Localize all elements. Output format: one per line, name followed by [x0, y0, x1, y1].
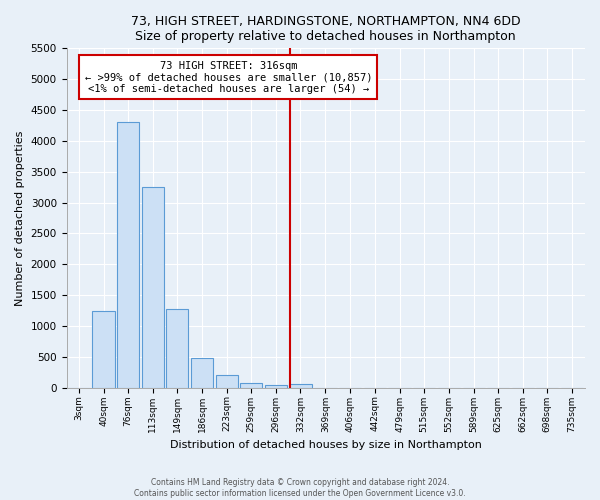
- X-axis label: Distribution of detached houses by size in Northampton: Distribution of detached houses by size …: [170, 440, 482, 450]
- Bar: [191, 358, 213, 388]
- Bar: [289, 384, 311, 388]
- Bar: [216, 374, 238, 388]
- Bar: [166, 310, 188, 388]
- Bar: [240, 383, 262, 388]
- Bar: [265, 384, 287, 388]
- Bar: [117, 122, 139, 388]
- Bar: [92, 310, 115, 388]
- Y-axis label: Number of detached properties: Number of detached properties: [15, 130, 25, 306]
- Title: 73, HIGH STREET, HARDINGSTONE, NORTHAMPTON, NN4 6DD
Size of property relative to: 73, HIGH STREET, HARDINGSTONE, NORTHAMPT…: [131, 15, 521, 43]
- Bar: [142, 187, 164, 388]
- Text: 73 HIGH STREET: 316sqm
← >99% of detached houses are smaller (10,857)
<1% of sem: 73 HIGH STREET: 316sqm ← >99% of detache…: [85, 60, 372, 94]
- Text: Contains HM Land Registry data © Crown copyright and database right 2024.
Contai: Contains HM Land Registry data © Crown c…: [134, 478, 466, 498]
